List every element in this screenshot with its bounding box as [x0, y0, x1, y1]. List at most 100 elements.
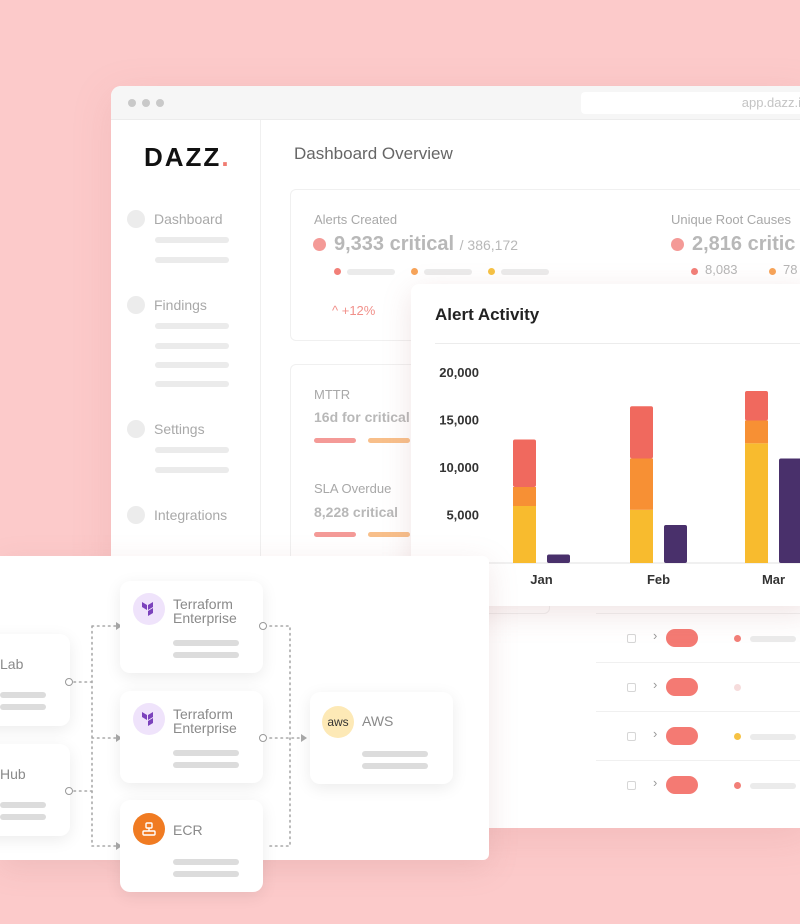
stacked-bar-segment [745, 391, 768, 421]
page-title: Dashboard Overview [294, 144, 453, 163]
source-node-lab[interactable]: Lab [0, 634, 70, 726]
sidebar-item-label: Integrations [154, 507, 228, 523]
aws-icon: aws [322, 706, 354, 738]
placeholder-line [424, 269, 472, 275]
placeholder-line [173, 652, 239, 658]
node-title: AWS [362, 713, 394, 729]
chevron-right-icon[interactable]: › [653, 726, 658, 741]
stacked-bar-segment [630, 458, 653, 510]
table-row[interactable]: › [596, 760, 800, 809]
y-tick-label: 15,000 [439, 413, 479, 428]
pipeline-connectors [73, 622, 307, 850]
sidebar-item-label: Dashboard [154, 211, 223, 227]
placeholder-line [155, 362, 229, 368]
severity-tag [666, 629, 698, 647]
placeholder-line [155, 467, 229, 473]
placeholder-line [347, 269, 395, 275]
ecr-icon [133, 813, 165, 845]
critical-dot-icon [671, 238, 684, 251]
placeholder-line [155, 257, 229, 263]
window-dot-icon[interactable] [128, 99, 136, 107]
chart-title: Alert Activity [435, 305, 540, 324]
placeholder-line [0, 814, 46, 820]
trend-value: +12% [341, 303, 376, 318]
alert-activity-chart: 20,000 15,000 10,000 5,000 Jan Feb Mar [435, 365, 800, 587]
row-checkbox[interactable] [627, 781, 636, 790]
alerts-total: / 386,172 [459, 237, 519, 253]
stacked-bar-segment [745, 443, 768, 563]
placeholder-line [155, 237, 229, 243]
sla-overdue-value: 8,228 critical [314, 504, 399, 520]
source-node-hub[interactable]: Hub [0, 744, 70, 836]
second-bar [779, 458, 800, 563]
connector-port[interactable] [259, 622, 267, 630]
row-checkbox[interactable] [627, 634, 636, 643]
row-checkbox[interactable] [627, 732, 636, 741]
connector-port[interactable] [259, 734, 267, 742]
divider [435, 343, 800, 344]
dazz-logo[interactable]: DAZZ. [144, 142, 231, 173]
placeholder-line [750, 734, 796, 740]
x-tick-label: Mar [762, 572, 785, 587]
placeholder-line [362, 751, 428, 757]
status-dot-icon [734, 635, 741, 642]
table-row[interactable]: › [596, 613, 800, 662]
placeholder-line [314, 532, 356, 537]
window-dot-icon[interactable] [156, 99, 164, 107]
y-tick-label: 10,000 [439, 460, 479, 475]
aws-node[interactable]: aws AWS [310, 692, 453, 784]
placeholder-line [0, 692, 46, 698]
placeholder-line [750, 636, 796, 642]
alerts-created-label: Alerts Created [314, 212, 398, 227]
critical-dot-icon [313, 238, 326, 251]
root-causes-value: 2,816 critic [692, 233, 796, 255]
alerts-critical-count: 9,333 critical [334, 233, 455, 255]
sidebar-item-label: Findings [154, 297, 207, 313]
placeholder-line [173, 871, 239, 877]
stacked-bar-segment [513, 506, 536, 563]
mttr-label: MTTR [314, 387, 351, 402]
placeholder-line [155, 343, 229, 349]
x-tick-label: Feb [647, 572, 670, 587]
table-row[interactable]: › [596, 711, 800, 760]
aws-icon-text: aws [327, 715, 349, 729]
mttr-value: 16d for critical [314, 409, 410, 425]
table-row[interactable]: › [596, 662, 800, 711]
node-title: ECR [173, 822, 203, 838]
url-bar[interactable]: app.dazz.i [581, 92, 800, 114]
connector-port[interactable] [65, 787, 73, 795]
y-tick-label: 5,000 [446, 508, 479, 523]
node-title-line2: Enterprise [173, 720, 237, 736]
second-bar [547, 554, 570, 563]
chevron-right-icon[interactable]: › [653, 628, 658, 643]
placeholder-line [155, 447, 229, 453]
trend-up-icon: ^ [332, 303, 339, 318]
terraform-enterprise-node[interactable]: Terraform Enterprise [120, 581, 263, 673]
legend-dot-icon [691, 268, 698, 275]
chevron-right-icon[interactable]: › [653, 677, 658, 692]
connector-port[interactable] [65, 678, 73, 686]
ecr-node[interactable]: ECR [120, 800, 263, 892]
placeholder-line [368, 532, 410, 537]
x-tick-label: Jan [530, 572, 552, 587]
legend-dot-icon [769, 268, 776, 275]
status-dot-icon [734, 684, 741, 691]
placeholder-line [155, 323, 229, 329]
alerts-created-value: 9,333 critical / 386,172 [334, 233, 518, 256]
stacked-bar-segment [745, 420, 768, 444]
integration-pipeline: Lab Hub Terraform Enterprise Terraform E… [0, 556, 489, 892]
chevron-right-icon[interactable]: › [653, 775, 658, 790]
row-checkbox[interactable] [627, 683, 636, 692]
y-tick-label: 20,000 [439, 365, 479, 380]
integrations-icon [127, 506, 145, 524]
alert-activity-card: Alert Activity 20,000 15,000 10,000 5,000 Ja… [411, 284, 800, 606]
terraform-enterprise-node[interactable]: Terraform Enterprise [120, 691, 263, 783]
terraform-icon [133, 593, 165, 625]
second-bar [664, 525, 687, 563]
node-title-line1: Terraform [173, 706, 233, 722]
legend-dot-icon [334, 268, 341, 275]
window-dot-icon[interactable] [142, 99, 150, 107]
placeholder-line [173, 762, 239, 768]
legend-dot-icon [411, 268, 418, 275]
severity-tag [666, 678, 698, 696]
